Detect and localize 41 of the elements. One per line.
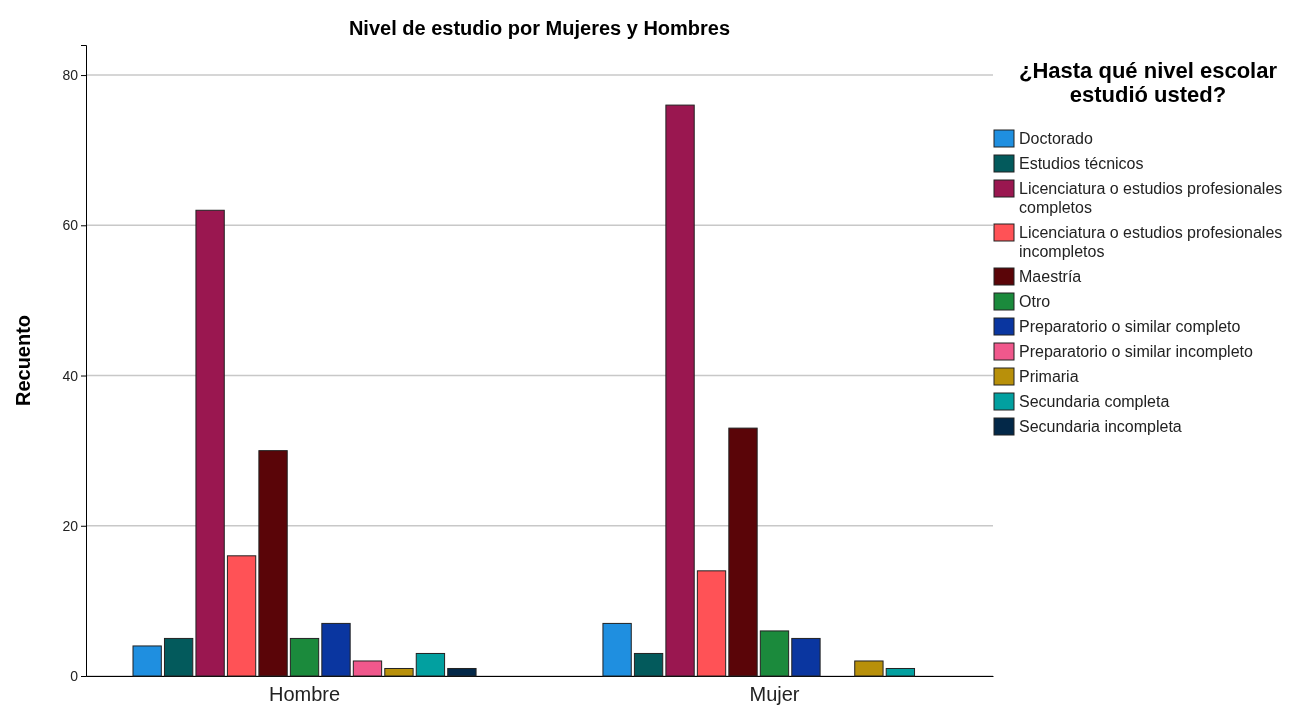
- x-tick-label: Mujer: [749, 683, 800, 705]
- legend-label: Preparatorio o similar completo: [1019, 318, 1241, 335]
- legend-label: Maestría: [1019, 268, 1082, 285]
- bar: [289, 637, 320, 677]
- legend-label: Preparatorio o similar incompleto: [1019, 343, 1253, 360]
- bar: [633, 652, 664, 677]
- legend-label: Secundaria completa: [1019, 393, 1170, 410]
- y-axis-title: Recuento: [12, 314, 34, 407]
- bar: [163, 637, 194, 677]
- legend-label: Primaria: [1019, 368, 1079, 385]
- bar: [415, 652, 446, 677]
- bar: [321, 622, 351, 677]
- bar: [352, 660, 383, 677]
- legend-label: Otro: [1019, 293, 1051, 310]
- bar: [854, 660, 884, 677]
- x-tick-label: Hombre: [268, 683, 341, 705]
- legend-label: Estudios técnicos: [1019, 155, 1144, 172]
- bar: [447, 667, 477, 677]
- bar: [258, 450, 288, 677]
- bar: [885, 667, 916, 677]
- bar: [384, 667, 414, 677]
- legend-label: Licenciatura o estudios profesionales completos: [1019, 180, 1283, 216]
- legend-label: Doctorado: [1019, 130, 1093, 147]
- legend-label: Secundaria incompleta: [1019, 418, 1182, 435]
- bar: [226, 555, 257, 677]
- bar: [728, 427, 758, 677]
- legend-title: ¿Hasta qué nivel escolar estudió usted?: [1019, 58, 1278, 107]
- y-tick-label: 80: [62, 67, 79, 84]
- y-tick-label: 0: [70, 667, 79, 684]
- y-tick-label: 20: [62, 517, 79, 534]
- bar: [696, 570, 727, 677]
- y-tick-label: 40: [62, 367, 79, 384]
- bar: [195, 209, 225, 677]
- chart-title: Nivel de estudio por Mujeres y Hombres: [348, 17, 731, 39]
- bar: [791, 637, 821, 677]
- bar: [602, 622, 632, 677]
- legend-label: Licenciatura o estudios profesionales incompletos: [1019, 224, 1283, 260]
- y-tick-label: 60: [62, 217, 79, 234]
- bar: [759, 630, 790, 677]
- bar: [132, 645, 162, 677]
- bar: [665, 104, 695, 677]
